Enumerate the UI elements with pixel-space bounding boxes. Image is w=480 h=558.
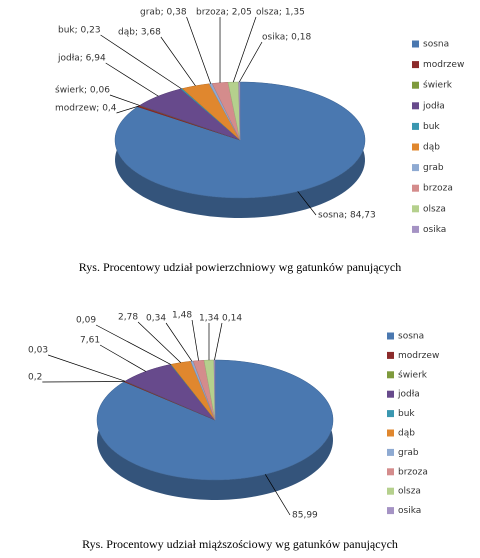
legend-label: modrzew (423, 60, 464, 70)
legend-swatch (412, 143, 419, 151)
legend-label: osika (423, 225, 446, 235)
data-label: 0,2 (28, 373, 42, 383)
leader-line (47, 354, 126, 382)
legend-label: modrzew (398, 351, 439, 361)
legend-swatch (412, 164, 419, 172)
legend-label: brzoza (398, 467, 428, 477)
leader-line (186, 16, 211, 84)
data-label: grab; 0,38 (140, 8, 187, 18)
legend-swatch (412, 102, 419, 110)
pie-slice (238, 81, 241, 141)
legend-swatch (387, 410, 394, 418)
caption: Rys. Procentowy udział powierzchniowy wg… (79, 260, 401, 274)
data-label: 1,48 (172, 311, 192, 321)
data-label: 0,34 (146, 314, 166, 324)
data-label: 85,99 (292, 511, 318, 521)
legend-swatch (387, 468, 394, 476)
data-label: jodła; 6,94 (57, 54, 106, 64)
legend-swatch (387, 429, 394, 437)
data-label: dąb; 3,68 (118, 28, 161, 38)
legend-swatch (412, 184, 419, 192)
data-label: modrzew; 0,4 (55, 104, 117, 114)
legend-label: dąb (423, 143, 440, 153)
legend-swatch (387, 371, 394, 379)
leader-line (99, 344, 146, 372)
leader-line (160, 36, 196, 87)
legend-label: grab (398, 448, 419, 458)
legend-swatch (387, 390, 394, 398)
data-label: 0,14 (222, 314, 242, 324)
leader-line (42, 381, 125, 383)
legend-label: grab (423, 163, 444, 173)
legend-swatch (387, 507, 394, 515)
leader-line (232, 16, 257, 83)
legend-swatch (387, 332, 394, 340)
pie-slice (213, 359, 216, 421)
leader-line (297, 191, 317, 216)
leader-line (264, 474, 291, 516)
data-label: sosna; 84,73 (318, 211, 376, 221)
legend-swatch (412, 40, 419, 48)
legend-label: jodła (422, 101, 445, 111)
data-label: osika; 0,18 (262, 33, 311, 43)
legend-label: świerk (398, 369, 428, 380)
leader-line (214, 322, 223, 361)
data-label: brzoza; 2,05 (196, 8, 252, 18)
legend-swatch (387, 487, 394, 495)
data-label: świerk; 0,06 (55, 85, 110, 96)
pie-slice (181, 83, 241, 141)
leader-line (238, 41, 263, 83)
legend-label: świerk (423, 80, 453, 91)
leader-line (116, 105, 139, 114)
data-label: 2,78 (118, 313, 138, 323)
pie-slice (96, 359, 334, 481)
legend-swatch (387, 448, 394, 456)
legend-swatch (387, 351, 394, 359)
leader-line (191, 319, 199, 361)
legend-label: osika (398, 506, 421, 516)
legend-swatch (412, 225, 419, 233)
legend-label: sosna (423, 40, 449, 50)
data-label: buk; 0,23 (58, 26, 101, 36)
leader-line (109, 94, 140, 106)
leader-line (100, 34, 182, 90)
legend-swatch (412, 81, 419, 89)
legend-label: sosna (398, 332, 424, 342)
legend-swatch (412, 122, 419, 130)
data-label: 1,34 (199, 314, 219, 324)
data-label: 0,03 (28, 346, 48, 356)
legend-label: dąb (398, 429, 415, 439)
leader-line (105, 62, 159, 97)
legend-label: olsza (423, 204, 446, 214)
legend-label: jodła (397, 390, 420, 400)
legend-swatch (412, 61, 419, 69)
data-label: 7,61 (80, 336, 100, 346)
leader-line (165, 322, 193, 362)
data-label: 0,09 (76, 316, 96, 326)
legend-swatch (412, 205, 419, 213)
pie-slice (139, 88, 241, 141)
legend-label: olsza (398, 487, 421, 497)
data-label: olsza; 1,35 (256, 8, 305, 18)
leader-line (95, 324, 171, 365)
leader-line (137, 321, 181, 363)
legend-label: brzoza (423, 184, 453, 194)
legend-label: buk (423, 122, 440, 132)
legend-label: buk (398, 409, 415, 419)
caption: Rys. Procentowy udział miąższościowy wg … (82, 537, 398, 551)
